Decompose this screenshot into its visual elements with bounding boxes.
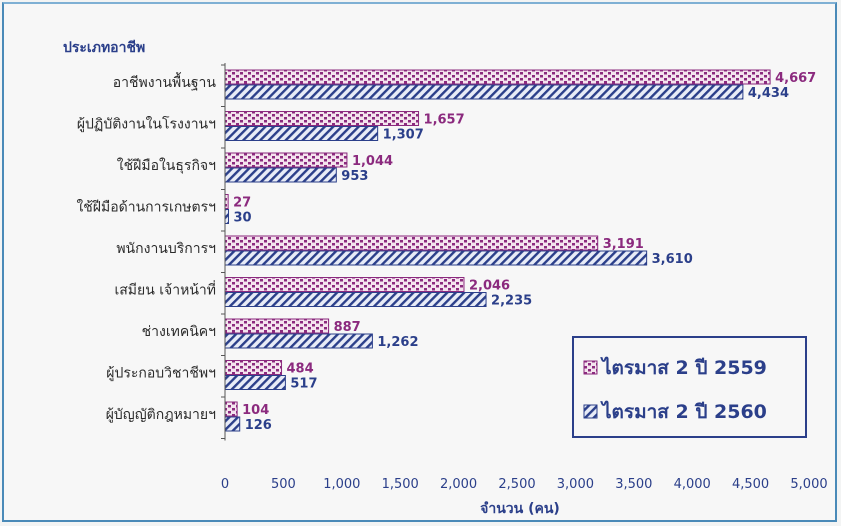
bars [224, 69, 771, 432]
legend-swatch-2560 [583, 404, 598, 419]
x-axis: 0 500 1,000 1,500 2,000 2,500 3,000 3,500 4,000 4… [221, 63, 828, 492]
bar-2560 [224, 209, 230, 224]
bar-2560 [224, 416, 241, 432]
bar-2559 [224, 360, 283, 375]
value-label-2560: 4,434 [748, 86, 789, 101]
legend-swatch-2559 [583, 360, 598, 375]
bar-2560 [224, 84, 744, 100]
category-labels: อาชีพงานพื้นฐานผู้ปฏิบัติงานในโรงงานฯใช้… [76, 72, 216, 423]
category-label: เสมียน เจ้าหน้าที่ [114, 281, 216, 299]
value-label-2560: 126 [245, 418, 272, 433]
bar-2559 [224, 152, 348, 168]
bar-2560 [224, 250, 648, 266]
x-tick-label: 1,500 [382, 477, 419, 492]
category-label: อาชีพงานพื้นฐาน [113, 72, 217, 91]
x-tick-label: 2,500 [498, 477, 535, 492]
value-label-2559: 4,667 [775, 71, 816, 86]
bar-2560 [224, 333, 373, 349]
bar-2560 [224, 375, 286, 390]
legend: ไตรมาส 2 ปี 2559 ไตรมาส 2 ปี 2560 [572, 336, 807, 438]
bar-2560 [224, 126, 379, 141]
value-label-2560: 3,610 [652, 252, 693, 267]
value-label-2559: 1,657 [424, 113, 465, 128]
value-label-2559: 1,044 [352, 154, 393, 169]
legend-label-2559: ไตรมาส 2 ปี 2559 [600, 356, 767, 379]
value-label-2560: 30 [234, 211, 252, 226]
category-label: ใช้ฝีมือในธุรกิจฯ [117, 157, 216, 174]
x-tick-label: 1,000 [323, 477, 360, 492]
legend-box [572, 336, 807, 438]
x-tick-label: 3,500 [615, 477, 652, 492]
bar-2559 [224, 318, 330, 334]
value-label-2559: 484 [287, 362, 314, 377]
legend-label-2560: ไตรมาส 2 ปี 2560 [600, 400, 767, 423]
value-label-2559: 27 [233, 196, 251, 211]
value-label-2560: 2,235 [491, 294, 532, 309]
category-label: ผู้ปฏิบัติงานในโรงงานฯ [77, 116, 216, 133]
x-tick-label: 4,500 [732, 477, 769, 492]
bar-2559 [224, 277, 465, 292]
x-tick-label: 2,000 [440, 477, 477, 492]
bar-2559 [224, 401, 238, 417]
value-label-2560: 1,307 [383, 128, 424, 143]
category-label: ผู้ประกอบวิชาชีพฯ [106, 366, 216, 382]
category-label: พนักงานบริการฯ [116, 241, 216, 257]
bar-2559 [224, 69, 771, 85]
x-tick-label: 3,000 [557, 477, 594, 492]
value-label-2559: 3,191 [603, 237, 644, 252]
category-label: ใช้ฝีมือด้านการเกษตรฯ [76, 199, 216, 216]
value-label-2560: 517 [290, 377, 317, 392]
value-label-2560: 953 [341, 169, 368, 184]
x-tick-label: 0 [221, 477, 229, 492]
x-tick-label: 500 [271, 477, 296, 492]
value-label-2560: 1,262 [377, 335, 418, 350]
bar-2560 [224, 167, 337, 183]
value-label-2559: 2,046 [469, 279, 510, 294]
value-label-2559: 104 [242, 403, 269, 418]
x-tick-label: 4,000 [674, 477, 711, 492]
value-label-2559: 887 [334, 320, 361, 335]
x-tick-label: 5,000 [790, 477, 827, 492]
category-label: ผู้บัญญัติกฎหมายฯ [106, 407, 216, 423]
bar-2559 [224, 235, 599, 251]
category-label: ช่างเทคนิคฯ [142, 324, 216, 340]
bar-2560 [224, 292, 487, 307]
category-header: ประเภทอาชีพ [63, 40, 145, 56]
bar-2559 [224, 111, 420, 126]
x-axis-title: จำนวน (คน) [480, 501, 560, 517]
